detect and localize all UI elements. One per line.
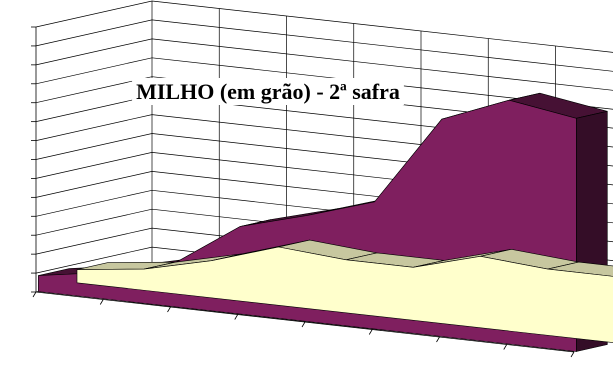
x-tick (436, 336, 440, 343)
x-tick (167, 306, 171, 313)
x-tick (570, 351, 575, 358)
x-tick (368, 329, 373, 335)
chart-series-layer (37, 92, 613, 352)
gridline-horizontal (35, 19, 613, 72)
x-tick (301, 321, 306, 328)
chart-title-background (132, 78, 404, 105)
x-tick (99, 299, 104, 305)
chart-title: MILHO (em grão) - 2ª safra (136, 79, 400, 104)
area-front-face (76, 246, 613, 343)
x-tick (503, 344, 508, 350)
chart-gridlines (35, 0, 613, 353)
chart-tick-marks (31, 26, 575, 358)
series-ribbon (76, 239, 613, 343)
x-tick (234, 314, 239, 320)
gridline-horizontal (35, 0, 613, 53)
x-tick (32, 291, 37, 298)
